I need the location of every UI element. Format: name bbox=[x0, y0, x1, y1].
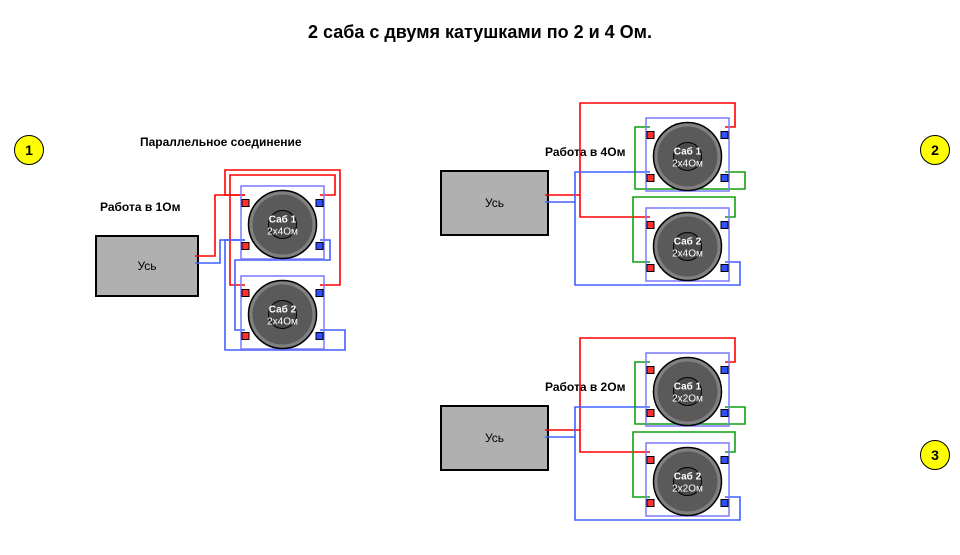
work-label: Работа в 2Ом bbox=[545, 380, 625, 394]
speaker: Саб 2 2x2Ом bbox=[645, 442, 730, 517]
svg-text:2x2Ом: 2x2Ом bbox=[672, 394, 703, 405]
work-label: Работа в 4Ом bbox=[545, 145, 625, 159]
speaker: Саб 1 2x4Ом bbox=[645, 117, 730, 192]
svg-text:2x4Ом: 2x4Ом bbox=[267, 227, 298, 238]
svg-text:2x4Ом: 2x4Ом bbox=[267, 317, 298, 328]
svg-text:2x4Ом: 2x4Ом bbox=[672, 159, 703, 170]
svg-text:Саб 2: Саб 2 bbox=[674, 471, 702, 483]
badge-2: 2 bbox=[920, 135, 950, 165]
subtitle: Параллельное соединение bbox=[140, 135, 302, 149]
badge-3: 3 bbox=[920, 440, 950, 470]
speaker: Саб 2 2x4Ом bbox=[240, 275, 325, 350]
svg-text:Саб 1: Саб 1 bbox=[269, 214, 297, 226]
svg-text:2x2Ом: 2x2Ом bbox=[672, 484, 703, 495]
badge-1: 1 bbox=[14, 135, 44, 165]
speaker: Саб 1 2x2Ом bbox=[645, 352, 730, 427]
svg-text:Саб 1: Саб 1 bbox=[674, 146, 702, 158]
speaker: Саб 2 2x4Ом bbox=[645, 207, 730, 282]
amplifier: Усь bbox=[95, 235, 199, 297]
work-label: Работа в 1Ом bbox=[100, 200, 180, 214]
svg-text:2x4Ом: 2x4Ом bbox=[672, 249, 703, 260]
svg-text:Саб 2: Саб 2 bbox=[674, 236, 702, 248]
page-title: 2 саба с двумя катушками по 2 и 4 Ом. bbox=[0, 22, 960, 43]
svg-text:Саб 1: Саб 1 bbox=[674, 381, 702, 393]
amplifier: Усь bbox=[440, 170, 549, 236]
amplifier: Усь bbox=[440, 405, 549, 471]
speaker: Саб 1 2x4Ом bbox=[240, 185, 325, 260]
svg-text:Саб 2: Саб 2 bbox=[269, 304, 297, 316]
